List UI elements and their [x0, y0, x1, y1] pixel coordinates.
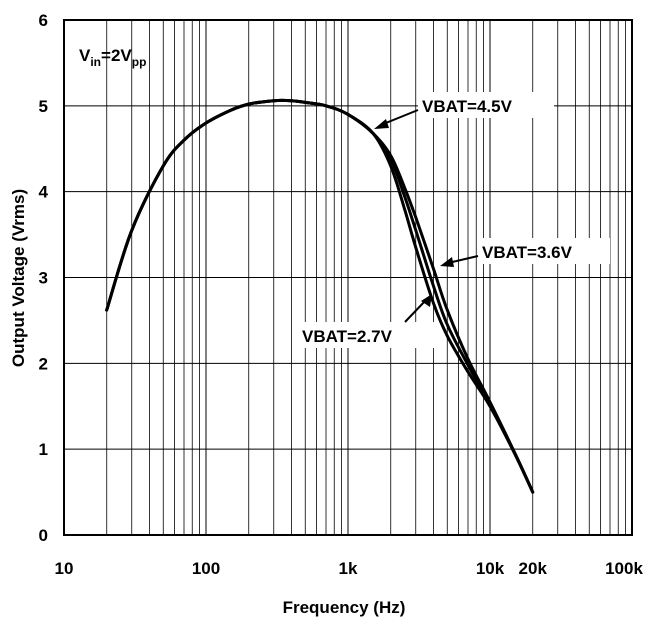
x-axis-title: Frequency (Hz) [283, 598, 406, 617]
vbat36-arrowhead [440, 257, 454, 267]
x-tick-label: 100k [605, 559, 643, 578]
y-tick-label: 0 [39, 526, 48, 545]
vbat45-arrowhead [374, 119, 389, 129]
y-axis-title: Output Voltage (Vrms) [9, 189, 28, 367]
vin-eq-2v: =2V [101, 46, 132, 65]
vbat45-label-bg [418, 92, 554, 118]
x-tick-label: 10 [55, 559, 74, 578]
vin-v: V [79, 46, 91, 65]
plot-frame [63, 19, 633, 536]
series-line-vbat-3-6v [105, 98, 535, 494]
vbat27-label: VBAT=2.7V [302, 327, 393, 346]
grid-lines [63, 19, 632, 536]
y-tick-label: 4 [39, 183, 49, 202]
vin-sub-pp: pp [132, 55, 147, 69]
series-line-vbat-4-5v [105, 98, 535, 494]
y-tick-label: 3 [39, 269, 48, 288]
series-line-vbat-2-7v [105, 98, 535, 494]
x-tick-label: 20k [519, 559, 548, 578]
y-tick-label: 5 [39, 97, 48, 116]
x-tick-label: 1k [339, 559, 358, 578]
vbat45-label: VBAT=4.5V [422, 97, 513, 116]
vbat36-label: VBAT=3.6V [482, 243, 573, 262]
vbat36-label-bg [478, 238, 610, 264]
vin-annotation: Vin=2Vpp [79, 46, 146, 69]
y-tick-label: 2 [39, 354, 48, 373]
x-tick-label: 10k [476, 559, 505, 578]
vin-sub-in: in [90, 55, 101, 69]
vbat36-arrow [447, 255, 479, 264]
vbat27-arrowhead [421, 294, 432, 307]
x-tick-label: 100 [192, 559, 220, 578]
data-series [105, 98, 535, 494]
x-axis-ticks: 10 100 1k 10k 20k 100k [55, 559, 644, 578]
y-tick-label: 1 [39, 440, 48, 459]
y-tick-label: 6 [39, 11, 48, 30]
vbat27-arrow [404, 299, 427, 323]
vbat27-label-bg [298, 322, 434, 348]
y-axis-ticks: 0 1 2 3 4 5 6 [39, 11, 49, 545]
